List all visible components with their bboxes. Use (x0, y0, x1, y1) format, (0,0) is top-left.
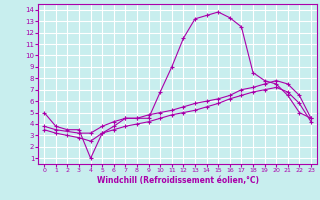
X-axis label: Windchill (Refroidissement éolien,°C): Windchill (Refroidissement éolien,°C) (97, 176, 259, 185)
